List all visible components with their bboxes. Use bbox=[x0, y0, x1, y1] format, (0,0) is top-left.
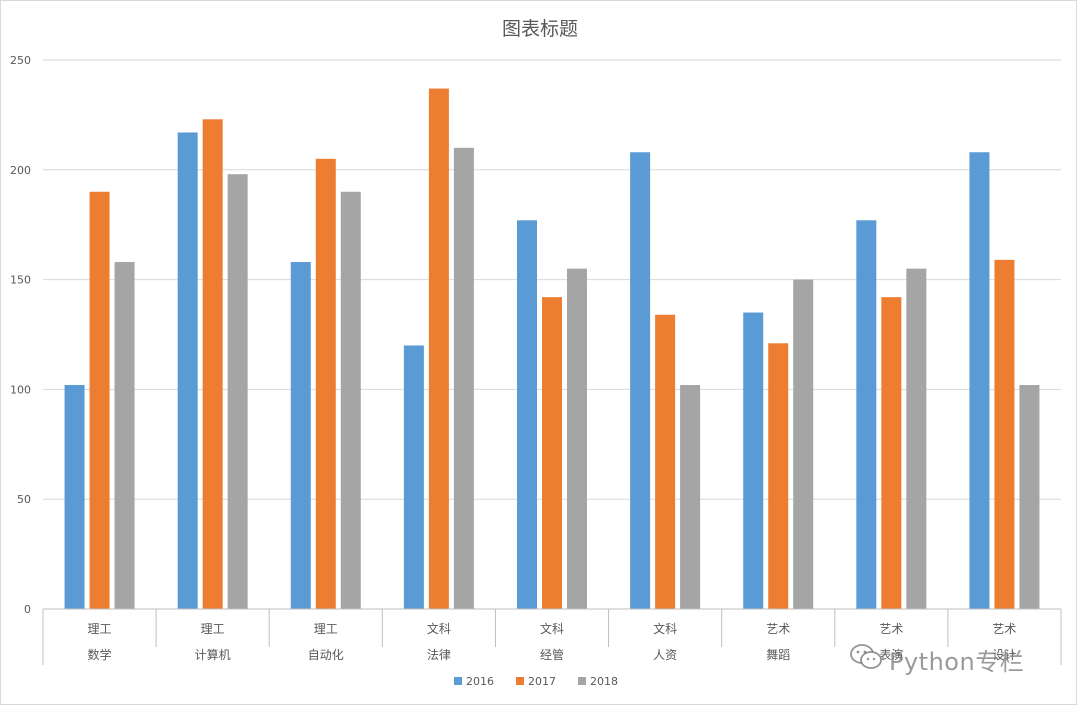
chart-title: 图表标题 bbox=[502, 18, 578, 40]
bar-2016-计算机 bbox=[177, 132, 198, 609]
bar-2017-舞蹈 bbox=[768, 343, 789, 609]
bar-2018-表演 bbox=[906, 268, 927, 609]
bar-2018-自动化 bbox=[340, 191, 361, 609]
y-tick-label: 0 bbox=[24, 603, 31, 616]
y-tick-label: 150 bbox=[10, 274, 31, 287]
bar-2016-自动化 bbox=[290, 262, 311, 609]
y-tick-label: 50 bbox=[17, 493, 31, 506]
x-group-label: 文科 bbox=[653, 621, 677, 636]
legend-swatch bbox=[578, 677, 586, 685]
x-category-label: 经管 bbox=[540, 647, 564, 662]
bar-2016-经管 bbox=[517, 220, 537, 610]
bar-2017-自动化 bbox=[315, 158, 336, 609]
bar-2018-数学 bbox=[114, 262, 135, 609]
bar-2016-法律 bbox=[403, 345, 424, 609]
x-category-label: 自动化 bbox=[308, 648, 344, 662]
bar-2017-数学 bbox=[89, 191, 110, 609]
x-category-label: 舞蹈 bbox=[766, 648, 790, 662]
x-category-label: 设计 bbox=[992, 648, 1016, 662]
legend: 2016 2017 2018 bbox=[454, 675, 618, 688]
bar-2016-设计 bbox=[969, 152, 990, 609]
x-category-label: 法律 bbox=[427, 648, 451, 662]
x-category-label: 数学 bbox=[88, 647, 112, 662]
bar-2017-经管 bbox=[542, 297, 562, 609]
bar-2017-设计 bbox=[994, 259, 1015, 609]
y-tick-label: 100 bbox=[10, 383, 31, 396]
y-tick-label: 200 bbox=[10, 164, 31, 177]
bar-2018-人资 bbox=[680, 385, 701, 609]
legend-label: 2018 bbox=[590, 675, 618, 688]
y-tick-label: 250 bbox=[10, 54, 31, 67]
x-group-label: 理工 bbox=[314, 622, 338, 636]
bar-2018-计算机 bbox=[227, 174, 248, 609]
bar-2016-表演 bbox=[856, 220, 877, 610]
bar-2016-数学 bbox=[64, 385, 85, 609]
bar-2017-表演 bbox=[881, 297, 902, 609]
x-category-label: 计算机 bbox=[195, 647, 231, 662]
x-group-label: 理工 bbox=[88, 622, 112, 636]
bar-2016-人资 bbox=[630, 152, 651, 609]
x-group-label: 艺术 bbox=[766, 622, 790, 636]
x-group-label: 艺术 bbox=[879, 622, 903, 636]
x-category-label: 表演 bbox=[879, 647, 903, 662]
bar-2018-舞蹈 bbox=[793, 279, 814, 609]
wechat-icon bbox=[849, 643, 883, 675]
bar-2018-法律 bbox=[453, 147, 474, 609]
watermark-text: Python专栏 bbox=[889, 647, 1025, 676]
legend-swatch bbox=[454, 677, 462, 685]
bar-2017-计算机 bbox=[202, 119, 223, 610]
bar-2016-舞蹈 bbox=[743, 312, 764, 609]
bar-2017-人资 bbox=[655, 314, 676, 609]
x-category-label: 人资 bbox=[653, 648, 677, 662]
bar-2018-经管 bbox=[567, 268, 587, 609]
bar-2017-法律 bbox=[428, 88, 449, 610]
x-group-label: 理工 bbox=[201, 622, 225, 636]
legend-label: 2016 bbox=[466, 675, 494, 688]
watermark: Python专栏 bbox=[849, 641, 1024, 677]
x-group-label: 文科 bbox=[540, 621, 564, 636]
bars bbox=[64, 88, 1040, 610]
legend-swatch bbox=[516, 677, 524, 685]
x-group-label: 文科 bbox=[427, 621, 451, 636]
x-group-label: 艺术 bbox=[992, 622, 1016, 636]
bar-2018-设计 bbox=[1019, 385, 1040, 609]
legend-label: 2017 bbox=[528, 675, 556, 688]
